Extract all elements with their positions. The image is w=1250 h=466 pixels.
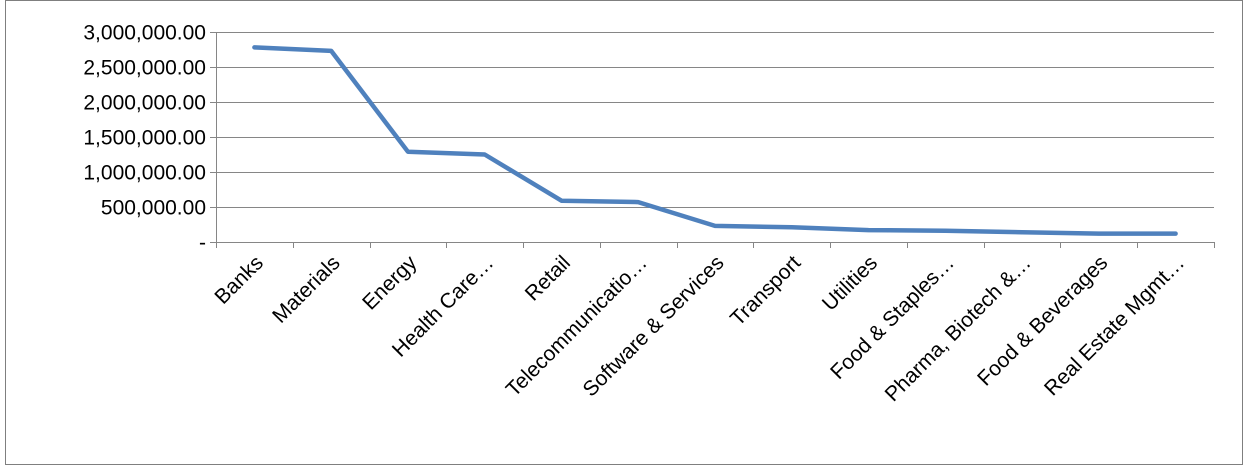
y-tick-label: 500,000.00 [101,197,206,220]
x-tick-label: Food & Beverages [973,251,1112,390]
x-tick-label: Transport [726,251,805,330]
y-axis: - 500,000.00 1,000,000.00 1,500,000.00 2,000… [83,22,217,255]
x-tick-label: Telecommunicatio… [502,251,652,401]
series-line [252,45,1178,236]
x-tick-label: Materials [268,251,345,328]
x-tick-label: Retail [521,251,575,305]
x-tick-label: Pharma, Biotech &… [881,251,1036,406]
x-tick-label: Real Estate Mgmt… [1040,251,1189,400]
series-layer [252,45,1178,236]
y-tick-label: 3,000,000.00 [83,22,206,45]
chart-border [5,0,1243,465]
y-tick-label: 1,500,000.00 [83,127,206,150]
x-tick-label: Energy [358,251,422,315]
y-tick-label: 2,000,000.00 [83,92,206,115]
x-tick-label: Utilities [818,251,882,315]
x-tick-label: Banks [210,251,268,309]
y-tick-label: 2,500,000.00 [83,57,206,80]
y-tick-label: - [199,232,206,255]
x-tick-label: Software & Services [579,251,729,401]
gridlines [216,32,1214,208]
y-tick-label: 1,000,000.00 [83,162,206,185]
